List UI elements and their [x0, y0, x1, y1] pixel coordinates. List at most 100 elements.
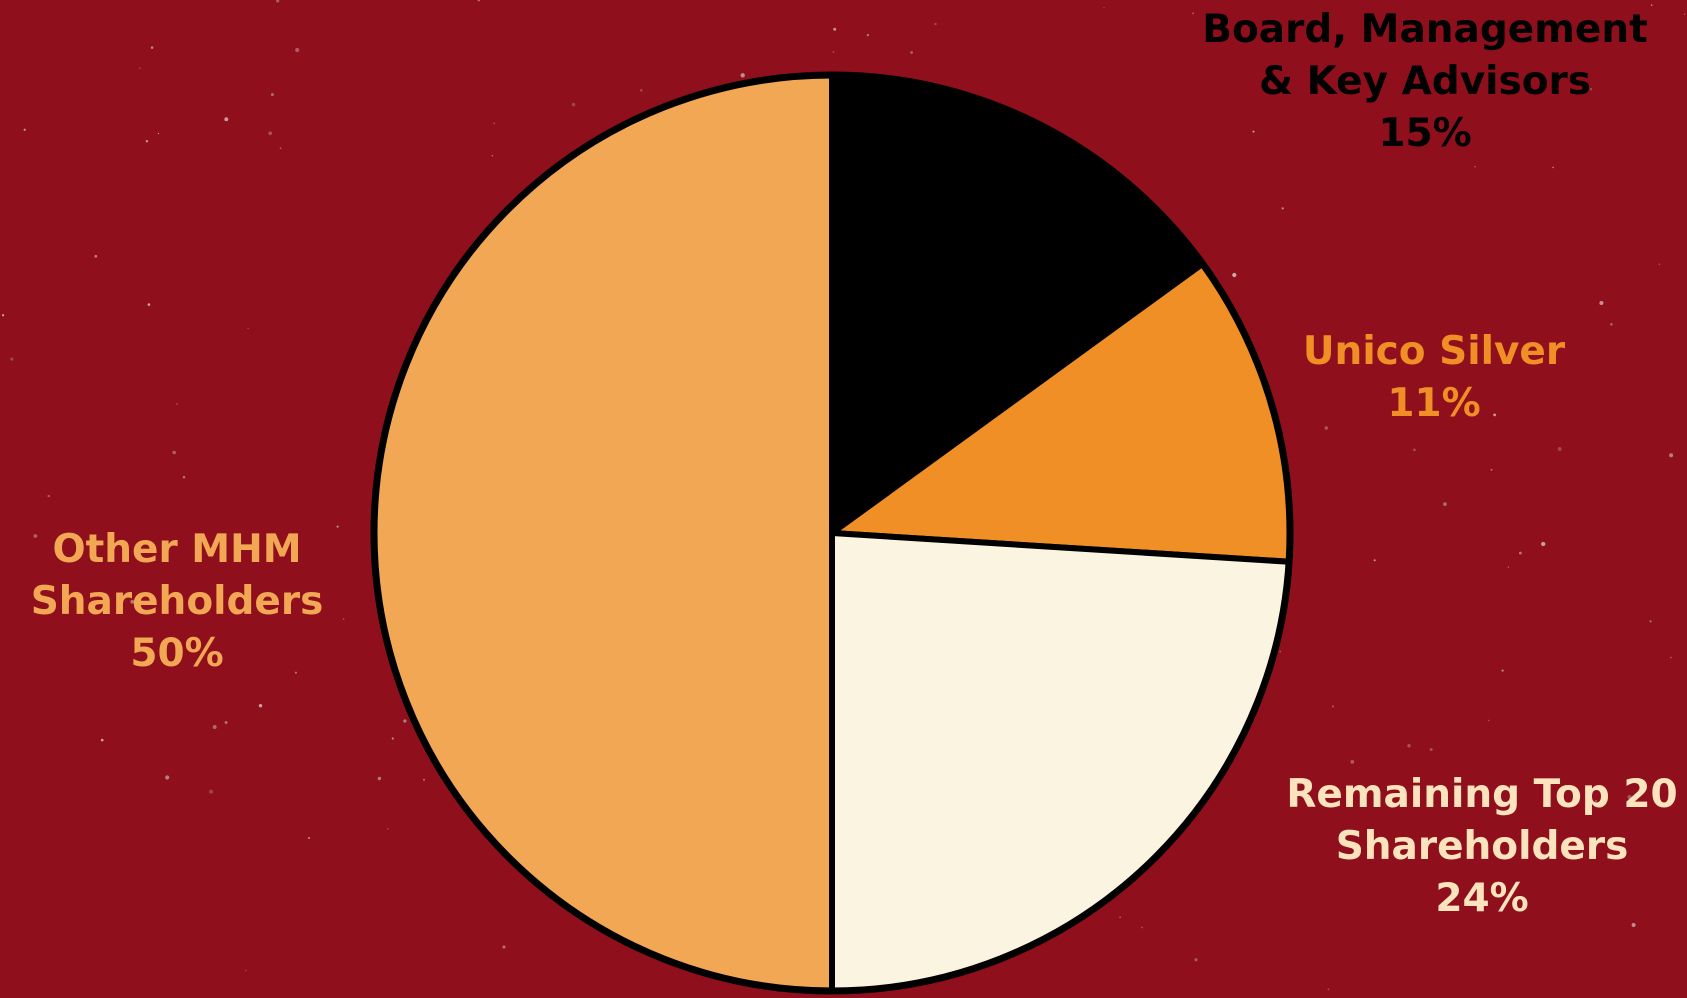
slice-label-line: & Key Advisors: [1259, 59, 1591, 104]
speckle: [1373, 559, 1376, 562]
speckle: [386, 828, 389, 830]
speckle: [571, 102, 576, 107]
speckle: [1631, 923, 1636, 927]
speckle: [147, 303, 151, 306]
speckle: [295, 47, 300, 53]
speckle: [100, 738, 104, 742]
speckle: [1281, 207, 1284, 210]
speckle: [1429, 747, 1433, 752]
speckle: [1507, 566, 1510, 569]
speckle: [1683, 13, 1686, 15]
speckle: [23, 128, 26, 131]
speckle: [258, 703, 263, 708]
slice-value-label: 11%: [1387, 381, 1481, 426]
speckle: [10, 357, 14, 361]
speckle: [377, 776, 382, 781]
speckle: [832, 50, 835, 53]
speckle: [1594, 799, 1598, 803]
speckle: [182, 475, 186, 479]
speckle: [1488, 719, 1490, 722]
speckle: [1599, 300, 1604, 306]
speckle: [336, 525, 339, 528]
speckle: [391, 737, 394, 740]
speckle: [307, 836, 311, 840]
pie-slices: [371, 72, 1293, 994]
speckle: [172, 450, 177, 455]
speckle: [208, 789, 214, 794]
speckle: [1490, 468, 1493, 471]
speckle: [833, 27, 837, 31]
speckle: [1443, 502, 1447, 506]
speckle: [1627, 795, 1632, 800]
speckle: [1119, 916, 1121, 918]
speckle: [1649, 620, 1652, 623]
speckle: [1497, 342, 1500, 345]
slice-value-label: 50%: [130, 631, 224, 676]
speckle: [1103, 7, 1105, 9]
speckle: [244, 969, 247, 972]
speckle: [1493, 413, 1496, 417]
speckle: [270, 93, 274, 97]
pie-slice-2: [829, 530, 1293, 994]
speckle: [145, 140, 149, 143]
slice-label-line: Remaining Top 20: [1286, 772, 1678, 817]
speckle: [1557, 447, 1562, 451]
speckle: [1407, 744, 1411, 748]
speckle: [247, 327, 249, 330]
speckle: [403, 719, 407, 723]
speckle: [165, 775, 170, 780]
speckle: [33, 534, 38, 538]
speckle: [477, 0, 481, 2]
speckle: [1232, 272, 1237, 278]
pie-slice-3: [371, 72, 835, 994]
speckle: [493, 122, 495, 125]
speckle: [1658, 263, 1661, 265]
speckle: [1252, 130, 1255, 133]
slice-label-line: Board, Management: [1202, 7, 1648, 52]
speckle: [1324, 426, 1329, 430]
speckle: [502, 945, 506, 949]
speckle: [910, 51, 913, 54]
slice-label-unico: Unico Silver 11%: [1303, 326, 1565, 430]
speckle: [866, 33, 870, 37]
speckle: [1194, 958, 1198, 962]
speckle: [1610, 323, 1613, 326]
slice-label-board: Board, Management & Key Advisors 15%: [1202, 4, 1647, 160]
speckle: [1350, 760, 1355, 764]
speckle: [342, 618, 345, 620]
speckle: [1669, 453, 1674, 458]
speckle: [175, 403, 178, 406]
speckle: [1501, 669, 1504, 672]
speckle: [138, 67, 141, 70]
slice-value-label: 15%: [1378, 111, 1472, 156]
speckle: [1552, 166, 1554, 169]
speckle: [47, 494, 51, 498]
speckle: [268, 131, 273, 136]
speckle: [224, 720, 228, 725]
speckle: [1327, 988, 1330, 991]
speckle: [294, 671, 297, 674]
speckle: [1279, 650, 1282, 653]
slice-value-label: 24%: [1435, 876, 1529, 921]
speckle: [422, 778, 426, 781]
speckle: [1192, 12, 1195, 15]
slice-label-other-mhm: Other MHM Shareholders 50%: [31, 524, 324, 680]
slice-label-line: Other MHM: [52, 527, 302, 572]
pie-outline: [370, 71, 1294, 995]
speckle: [1541, 541, 1546, 547]
slice-label-remaining-top-20: Remaining Top 20 Shareholders 24%: [1286, 769, 1677, 925]
speckle: [1413, 448, 1416, 452]
speckle: [934, 22, 937, 26]
speckle: [130, 599, 135, 604]
speckle: [279, 147, 282, 150]
speckle: [94, 254, 98, 258]
speckle: [150, 46, 154, 49]
speckle: [639, 88, 643, 92]
speckle: [491, 154, 494, 157]
speckle: [740, 73, 745, 78]
speckle: [224, 117, 229, 122]
speckle: [212, 725, 217, 729]
slice-label-line: Shareholders: [30, 579, 324, 624]
